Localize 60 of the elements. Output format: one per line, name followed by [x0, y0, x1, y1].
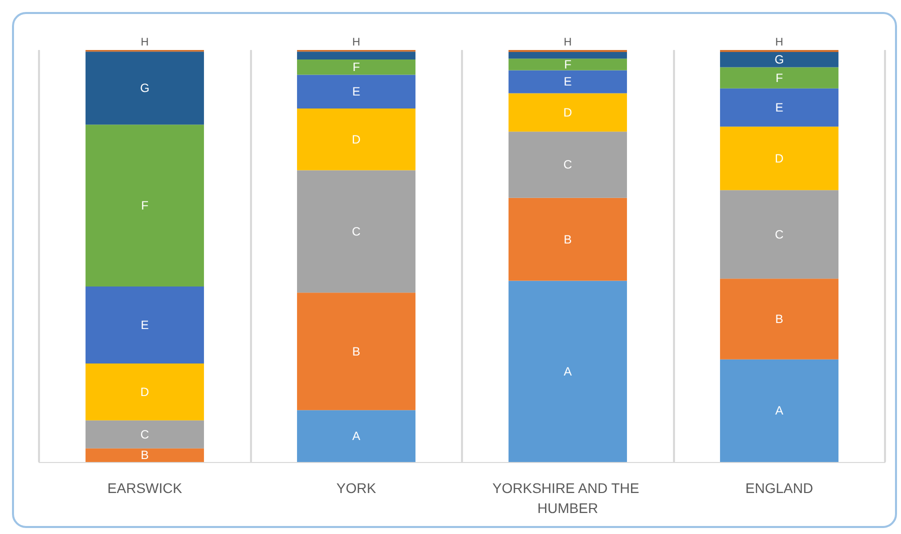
text: D: [774, 151, 784, 166]
text: F: [141, 198, 148, 213]
text: E: [352, 84, 360, 99]
bar: [720, 190, 838, 279]
bar: [86, 420, 204, 448]
series-label: B: [140, 448, 149, 462]
text: D: [352, 132, 361, 146]
text: B: [775, 312, 784, 326]
text: A: [564, 364, 572, 378]
bar: [508, 132, 627, 198]
text: G: [140, 81, 150, 96]
bar: [86, 364, 204, 420]
text: C: [352, 224, 361, 238]
text: H: [352, 36, 360, 48]
bar: [86, 286, 204, 364]
x-tick-label: YORK: [336, 480, 377, 496]
text: F: [564, 57, 572, 72]
bar: [720, 126, 838, 190]
bar: [508, 52, 627, 59]
text: H: [564, 36, 572, 48]
bar: [508, 70, 627, 94]
text: A: [775, 404, 784, 418]
bar: [297, 74, 416, 109]
series-label: H: [140, 36, 149, 48]
text: F: [776, 70, 783, 85]
bar: [508, 58, 627, 70]
series-label: C: [140, 427, 150, 442]
bar: [720, 67, 838, 88]
series-label: E: [564, 74, 572, 89]
bar: [720, 88, 838, 127]
x-tick-label: ENGLAND: [745, 480, 814, 496]
text: C: [563, 158, 572, 172]
bar: [86, 124, 204, 286]
bar: [297, 59, 416, 75]
bar: [297, 170, 416, 293]
bar: [720, 278, 838, 360]
x-tick-label: EARSWICK: [107, 480, 183, 496]
text: B: [564, 232, 572, 246]
bar: [508, 198, 627, 281]
bar: [297, 410, 416, 462]
series-label: A: [352, 429, 360, 444]
series-label: G: [774, 52, 784, 67]
bar: [86, 52, 204, 125]
series-label: D: [563, 105, 572, 120]
bar: [508, 280, 627, 462]
bar: [297, 108, 416, 170]
x-tick-label: YORKSHIRE AND THE HUMBER: [492, 480, 644, 516]
bar: [508, 93, 627, 132]
text: E: [140, 318, 149, 332]
text: E: [775, 100, 784, 114]
bar: [86, 448, 204, 462]
text: D: [140, 384, 150, 399]
bar: [297, 292, 416, 410]
text: C: [774, 227, 784, 242]
series-label: F: [352, 60, 360, 74]
bar: [720, 359, 838, 462]
bar: [297, 52, 416, 60]
bar: [720, 52, 838, 68]
text: H: [775, 36, 784, 48]
text: B: [352, 344, 360, 358]
